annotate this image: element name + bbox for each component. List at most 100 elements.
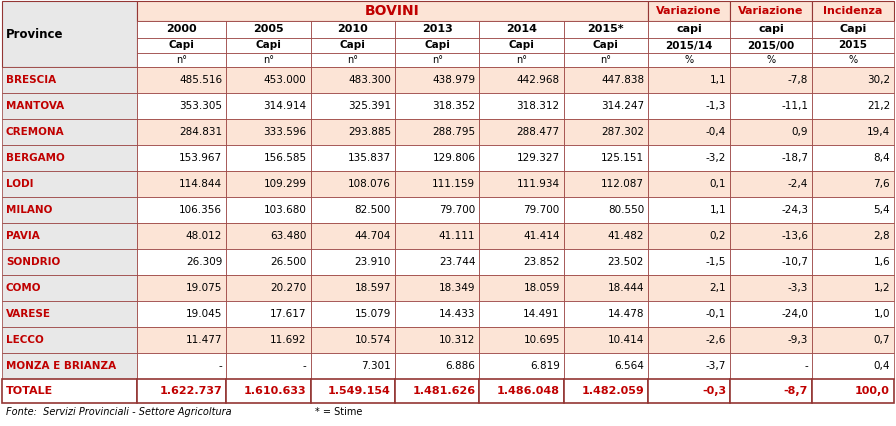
Text: VARESE: VARESE (6, 309, 51, 319)
Text: -: - (303, 361, 306, 371)
Text: -11,1: -11,1 (781, 101, 808, 111)
Text: 6.886: 6.886 (445, 361, 476, 371)
Text: 79.700: 79.700 (439, 205, 476, 215)
Text: %: % (766, 55, 776, 65)
Bar (648, 171, 730, 197)
Text: PAVIA: PAVIA (6, 231, 39, 241)
Bar (137, 327, 226, 353)
Text: 19.075: 19.075 (185, 283, 222, 293)
Bar (812, 119, 894, 145)
Bar (812, 223, 894, 249)
Text: -24,3: -24,3 (781, 205, 808, 215)
Text: Capi: Capi (840, 25, 866, 35)
Bar (395, 145, 479, 171)
Text: 453.000: 453.000 (263, 75, 306, 85)
Bar (479, 353, 564, 379)
Bar (730, 327, 812, 353)
Bar (564, 21, 648, 38)
Bar (564, 38, 648, 53)
Bar (395, 93, 479, 119)
Text: 19.045: 19.045 (185, 309, 222, 319)
Text: 18.597: 18.597 (355, 283, 391, 293)
Bar (2, 93, 137, 119)
Bar (648, 301, 730, 327)
Bar (812, 171, 894, 197)
Text: n°: n° (348, 55, 358, 65)
Text: 1.486.048: 1.486.048 (496, 386, 560, 396)
Bar (311, 379, 395, 403)
Text: 14.491: 14.491 (523, 309, 560, 319)
Bar (226, 119, 311, 145)
Bar (137, 21, 226, 38)
Bar (395, 327, 479, 353)
Text: 438.979: 438.979 (432, 75, 476, 85)
Text: 483.300: 483.300 (348, 75, 391, 85)
Bar (395, 249, 479, 275)
Bar (2, 249, 137, 275)
Text: LODI: LODI (6, 179, 33, 189)
Bar (311, 327, 395, 353)
Bar (311, 53, 395, 67)
Bar (564, 197, 648, 223)
Bar (479, 145, 564, 171)
Text: 0,9: 0,9 (791, 127, 808, 137)
Bar (311, 145, 395, 171)
Bar (730, 353, 812, 379)
Bar (395, 53, 479, 67)
Text: 114.844: 114.844 (179, 179, 222, 189)
Text: 325.391: 325.391 (348, 101, 391, 111)
Text: 82.500: 82.500 (355, 205, 391, 215)
Bar (226, 93, 311, 119)
Bar (2, 145, 137, 171)
Bar (564, 93, 648, 119)
Bar (648, 145, 730, 171)
Bar (479, 21, 564, 38)
Text: 103.680: 103.680 (263, 205, 306, 215)
Text: 1,6: 1,6 (874, 257, 890, 267)
Bar (395, 223, 479, 249)
Bar (479, 93, 564, 119)
Text: -0,1: -0,1 (706, 309, 726, 319)
Bar (2, 197, 137, 223)
Bar (812, 53, 894, 67)
Bar (2, 1, 137, 67)
Text: MANTOVA: MANTOVA (6, 101, 65, 111)
Bar (730, 145, 812, 171)
Bar (479, 119, 564, 145)
Bar (395, 301, 479, 327)
Bar (2, 327, 137, 353)
Text: -18,7: -18,7 (781, 153, 808, 163)
Text: 41.482: 41.482 (607, 231, 644, 241)
Text: 318.312: 318.312 (517, 101, 560, 111)
Text: 2015: 2015 (839, 40, 867, 51)
Text: 112.087: 112.087 (601, 179, 644, 189)
Bar (226, 145, 311, 171)
Text: 1.610.633: 1.610.633 (244, 386, 306, 396)
Text: 23.910: 23.910 (355, 257, 391, 267)
Bar (311, 301, 395, 327)
Bar (648, 275, 730, 301)
Bar (564, 301, 648, 327)
Bar (226, 171, 311, 197)
Text: capi: capi (758, 25, 784, 35)
Bar (648, 21, 730, 38)
Text: -13,6: -13,6 (781, 231, 808, 241)
Text: 353.305: 353.305 (179, 101, 222, 111)
Bar (395, 275, 479, 301)
Text: 2014: 2014 (506, 25, 537, 35)
Text: 26.500: 26.500 (271, 257, 306, 267)
Text: -24,0: -24,0 (781, 309, 808, 319)
Bar (564, 171, 648, 197)
Bar (812, 38, 894, 53)
Bar (648, 1, 730, 21)
Bar (311, 223, 395, 249)
Bar (137, 53, 226, 67)
Bar (812, 21, 894, 38)
Text: 125.151: 125.151 (601, 153, 644, 163)
Bar (226, 275, 311, 301)
Bar (730, 53, 812, 67)
Bar (311, 197, 395, 223)
Text: 8,4: 8,4 (874, 153, 890, 163)
Text: 41.414: 41.414 (523, 231, 560, 241)
Bar (812, 379, 894, 403)
